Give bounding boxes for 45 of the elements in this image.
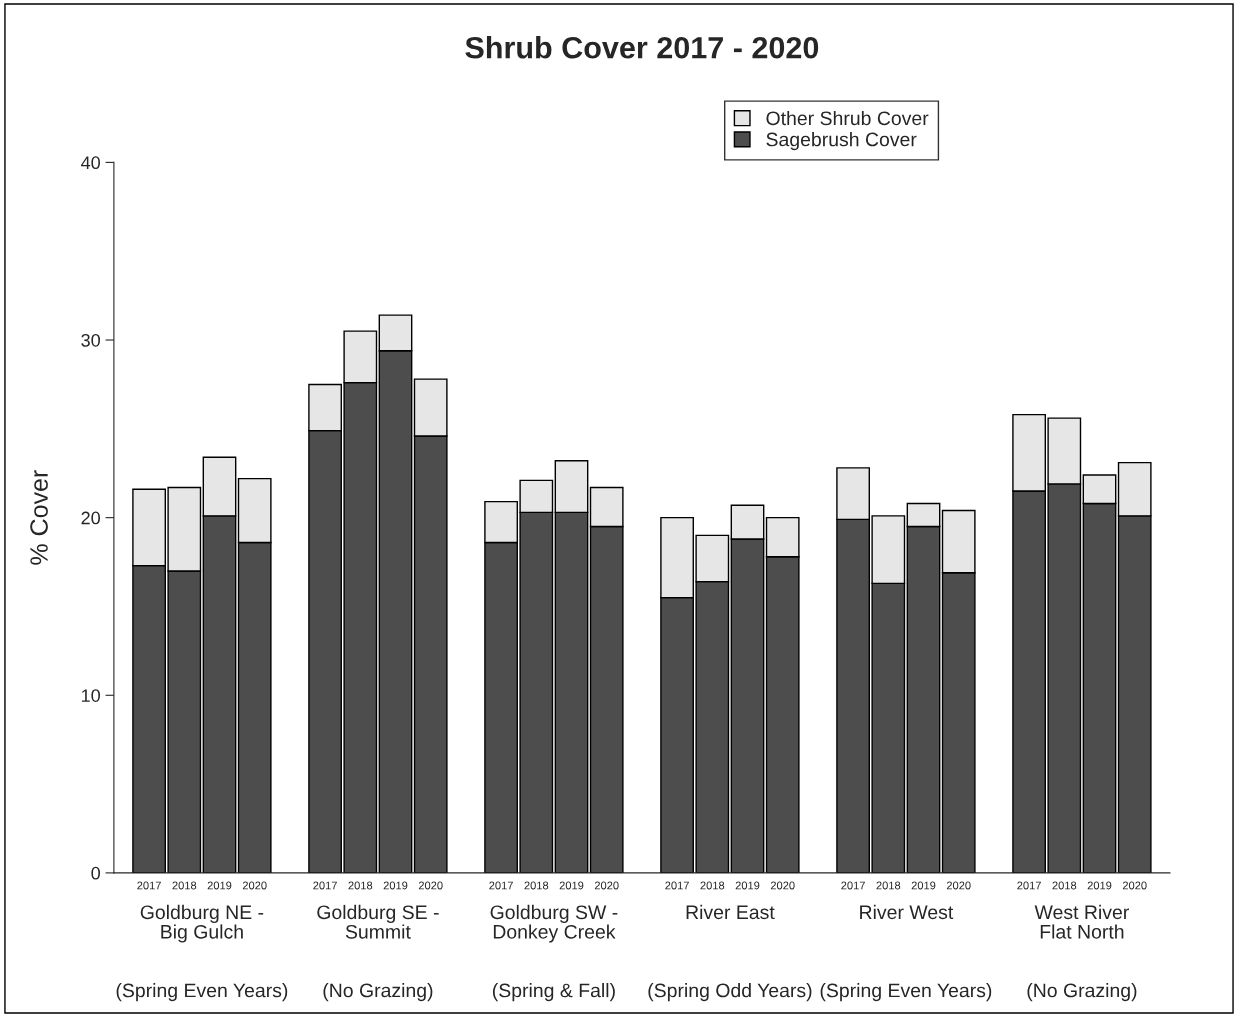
y-tick-label: 10	[82, 689, 100, 702]
text: River East	[686, 904, 775, 920]
x-tick-label: 2018	[524, 881, 549, 890]
text: (No Grazing)	[323, 983, 433, 1002]
text: (Spring & Fall)	[492, 983, 615, 1002]
y-tick-label: 20	[81, 511, 100, 525]
text: River West	[860, 904, 954, 920]
x-tick-label: 2018	[348, 881, 373, 890]
x-tick-label: 2020	[1122, 881, 1147, 890]
y-tick-label: 40	[81, 156, 100, 170]
x-tick-label: 2020	[594, 881, 619, 890]
x-tick-label: 2019	[559, 881, 584, 890]
x-tick-label: 2017	[313, 881, 337, 890]
text: Goldburg SW - Donkey Creek	[490, 904, 618, 943]
legend-label: Sagebrush Cover	[766, 132, 917, 151]
x-tick-label: 2018	[876, 881, 901, 890]
x-tick-label: 2017	[1017, 881, 1041, 890]
text: (Spring Even Years)	[116, 983, 288, 1002]
y-tick-label: 30	[81, 333, 100, 347]
text: Goldburg SE - Summit	[317, 904, 439, 939]
x-tick-label: 2020	[946, 881, 971, 890]
x-tick-label: 2019	[735, 881, 760, 890]
x-tick-label: 2020	[418, 881, 443, 890]
y-tick-label: 0	[91, 866, 100, 880]
x-tick-label: 2020	[242, 881, 267, 890]
text: (Spring Odd Years)	[648, 983, 812, 1002]
legend-label: Other Shrub Cover	[766, 110, 929, 126]
x-tick-label: 2017	[489, 881, 513, 890]
x-tick-label: 2019	[207, 881, 232, 890]
x-tick-label: 2018	[172, 881, 197, 890]
text: West River Flat North	[1034, 904, 1129, 939]
x-tick-label: 2019	[911, 881, 936, 890]
x-tick-label: 2017	[137, 881, 161, 890]
text: (Spring Even Years)	[820, 983, 992, 1002]
text: (No Grazing)	[1027, 983, 1137, 1002]
x-tick-label: 2017	[841, 881, 865, 890]
x-tick-label: 2019	[383, 881, 408, 890]
y-axis-title: % Cover	[30, 470, 48, 565]
x-tick-label: 2019	[1087, 881, 1112, 890]
x-tick-label: 2018	[700, 881, 725, 890]
text: Goldburg NE - Big Gulch	[140, 904, 264, 943]
x-tick-label: 2017	[665, 881, 689, 890]
chart-title: Shrub Cover 2017 - 2020	[465, 36, 819, 59]
x-tick-label: 2018	[1052, 881, 1077, 890]
x-tick-label: 2020	[770, 881, 795, 890]
